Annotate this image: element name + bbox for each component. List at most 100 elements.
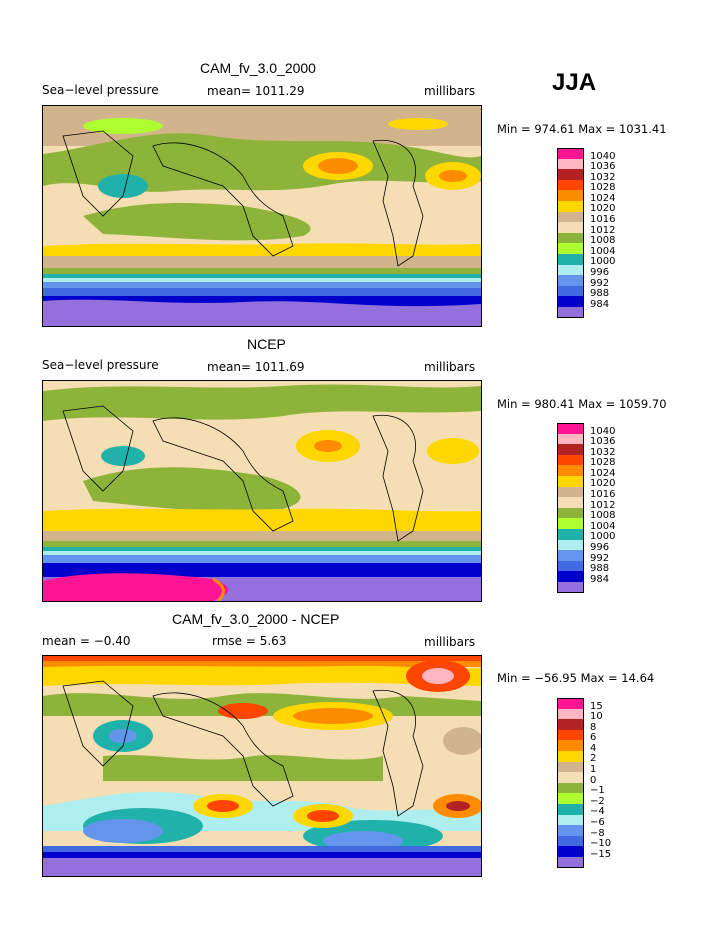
legend-label: 10 (590, 711, 603, 723)
legend-label: −8 (590, 827, 605, 839)
legend-swatch (557, 444, 584, 455)
legend-swatch (557, 465, 584, 476)
legend-label: 1020 (590, 478, 616, 490)
legend-swatch (557, 835, 584, 847)
legend-label: 1004 (590, 245, 616, 257)
legend-swatch (557, 571, 584, 582)
legend-label: 1016 (590, 489, 616, 501)
panel-1-units-label: millibars (424, 84, 476, 98)
legend-label: 1000 (590, 256, 616, 268)
legend-label: 15 (590, 700, 603, 712)
legend-label: 988 (590, 563, 610, 575)
legend-swatch (557, 539, 584, 551)
legend-swatch (557, 550, 584, 561)
legend-swatch (557, 719, 584, 730)
legend-swatch (557, 560, 584, 572)
legend-swatch (557, 148, 584, 159)
legend-label: 984 (590, 298, 610, 310)
legend-swatch (557, 306, 584, 318)
panel-3-map (42, 655, 482, 877)
legend-label: 8 (590, 721, 597, 733)
legend-label: −4 (590, 806, 605, 818)
legend-label: 988 (590, 288, 610, 300)
legend-swatch (557, 211, 584, 223)
legend-label: 1024 (590, 192, 616, 204)
panel-1-minmax: Min = 974.61 Max = 1031.41 (497, 122, 667, 136)
legend-label: 1024 (590, 467, 616, 479)
legend-label: 1 (590, 764, 597, 776)
legend-swatch (557, 528, 584, 540)
legend-swatch (557, 750, 584, 762)
legend-swatch (557, 433, 584, 445)
legend-label: 6 (590, 732, 597, 744)
legend-swatch (557, 698, 584, 709)
legend-label: 1028 (590, 182, 616, 194)
legend-swatch (557, 275, 584, 286)
panel-2-units-label: millibars (424, 360, 476, 374)
legend-label: −2 (590, 795, 605, 807)
legend-swatch (557, 486, 584, 498)
legend-swatch (557, 793, 584, 804)
legend-swatch (557, 285, 584, 297)
legend-label: 996 (590, 267, 610, 279)
legend-swatch (557, 200, 584, 212)
legend-swatch (557, 475, 584, 487)
panel-1-title: CAM_fv_3.0_2000 (200, 60, 316, 76)
panel-1-mean-label: mean= 1011.29 (207, 84, 305, 98)
legend-label: 1036 (590, 161, 616, 173)
legend-swatch (557, 169, 584, 180)
legend-swatch (557, 761, 584, 773)
legend-swatch (557, 497, 584, 508)
legend-label: 4 (590, 742, 597, 754)
legend-label: −15 (590, 848, 612, 860)
panel-3-minmax: Min = −56.95 Max = 14.64 (497, 671, 655, 685)
legend-swatch (557, 708, 584, 720)
panel-1-map (42, 105, 482, 327)
panel-3-rmse-label: rmse = 5.63 (212, 634, 287, 648)
panel-3-units-label: millibars (424, 635, 476, 649)
legend-label: 1008 (590, 510, 616, 522)
legend-label: 992 (590, 277, 610, 289)
panel-3-contour-map (43, 656, 481, 876)
legend-label: 1012 (590, 224, 616, 236)
legend-swatch (557, 803, 584, 815)
panel-3-title: CAM_fv_3.0_2000 - NCEP (172, 611, 340, 627)
panel-3-mean-label: mean = −0.40 (42, 634, 131, 648)
legend-swatch (557, 454, 584, 466)
legend-label: 1032 (590, 171, 616, 183)
panel-1-variable-label: Sea−level pressure (42, 83, 159, 97)
legend-swatch (557, 856, 584, 868)
season-label: JJA (552, 69, 597, 96)
panel-2-map (42, 380, 482, 602)
panel-2-contour-map (43, 381, 481, 601)
panel-2-minmax: Min = 980.41 Max = 1059.70 (497, 397, 667, 411)
legend-swatch (557, 740, 584, 751)
legend-label: 1040 (590, 425, 616, 437)
legend-swatch (557, 507, 584, 519)
legend-label: 2 (590, 753, 597, 765)
panel-2-title: NCEP (247, 336, 286, 352)
legend-swatch (557, 243, 584, 254)
legend-label: 1012 (590, 499, 616, 511)
legend-swatch (557, 222, 584, 233)
legend-label: 1016 (590, 214, 616, 226)
legend-swatch (557, 772, 584, 783)
legend-label: 996 (590, 542, 610, 554)
legend-swatch (557, 179, 584, 191)
legend-label: 1000 (590, 531, 616, 543)
legend-label: 1020 (590, 203, 616, 215)
legend-label: 984 (590, 573, 610, 585)
legend-swatch (557, 814, 584, 826)
legend-swatch (557, 846, 584, 857)
legend-label: 992 (590, 552, 610, 564)
legend-label: −6 (590, 817, 605, 829)
legend-label: 1028 (590, 457, 616, 469)
legend-label: −10 (590, 838, 612, 850)
legend-label: 1036 (590, 436, 616, 448)
legend-swatch (557, 232, 584, 244)
legend-label: 1008 (590, 235, 616, 247)
legend-swatch (557, 518, 584, 529)
legend-label: 1004 (590, 520, 616, 532)
legend-swatch (557, 782, 584, 794)
legend-swatch (557, 825, 584, 836)
